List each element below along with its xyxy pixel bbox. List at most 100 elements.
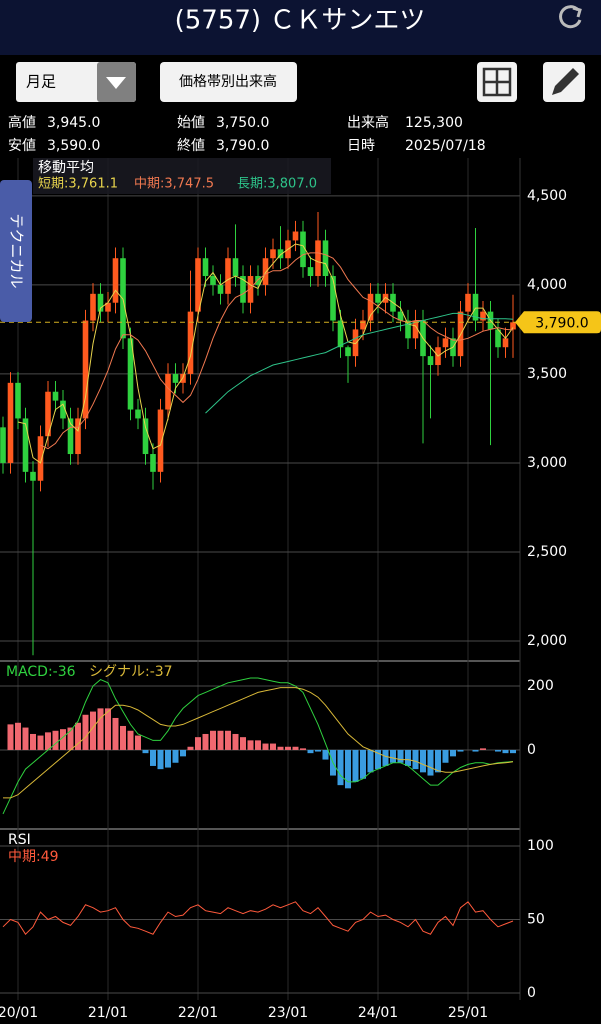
draw-button[interactable] [543, 62, 585, 102]
macd-histogram-bar [165, 749, 171, 768]
macd-histogram-bar [7, 724, 14, 750]
grid-icon-lines [484, 69, 510, 95]
technical-tab[interactable]: テクニカル [0, 180, 32, 322]
macd-histogram-bar [67, 727, 74, 750]
candle-body [0, 427, 6, 463]
macd-histogram-bar [510, 749, 516, 754]
macd-histogram-bar [352, 749, 359, 782]
legend-entry: 中期:3,747.5 [134, 177, 214, 192]
macd-histogram-bar [135, 735, 141, 750]
macd-histogram-bar [427, 749, 434, 776]
quote-value: 3,590.0 [47, 138, 100, 154]
macd-histogram-bar [180, 749, 186, 757]
x-tick-label: 24/01 [358, 1005, 398, 1021]
macd-histogram-bar [52, 730, 59, 750]
macd-histogram-bar [420, 749, 426, 773]
tab-box [0, 180, 32, 322]
candle-body [465, 293, 471, 312]
macd-histogram-bar [15, 722, 21, 750]
macd-histogram-bar [247, 740, 254, 750]
macd-histogram-bar [375, 749, 381, 770]
y-tick-label: 200 [527, 678, 554, 694]
candle-body [375, 293, 381, 303]
panel-title: RSI [8, 832, 31, 848]
moving-average-line [40, 252, 514, 450]
candle-body [210, 276, 216, 285]
macd-histogram-bar [360, 749, 366, 779]
candle-body [37, 436, 44, 481]
macd-histogram-bar [337, 749, 344, 786]
macd-histogram-bar [442, 749, 449, 763]
macd-histogram-bar [187, 746, 194, 750]
candle-body [60, 400, 66, 419]
candle-body [52, 391, 59, 401]
macd-histogram-bar [367, 749, 374, 773]
macd-histogram-bar [217, 730, 224, 750]
refresh-arrow [572, 6, 582, 18]
candle-body [180, 373, 186, 383]
x-tick-label: 23/01 [268, 1005, 308, 1021]
candle-body [187, 311, 194, 374]
candle-body [90, 293, 96, 321]
macd-histogram-bar [142, 749, 149, 754]
legend-box [33, 158, 331, 194]
candle-body [247, 276, 254, 303]
quote-label: 高値 [8, 114, 36, 131]
layout-button[interactable] [477, 62, 517, 102]
candle-body [240, 276, 246, 303]
macd-histogram-bar [472, 749, 479, 752]
candle-body [232, 258, 239, 277]
candle-body [442, 338, 449, 348]
candle-body [127, 338, 134, 410]
y-tick-label: 3,500 [527, 366, 567, 382]
moving-average-line [205, 312, 514, 414]
macd-histogram-bar [262, 743, 269, 750]
candle-body [75, 418, 81, 455]
macd-histogram-bar [172, 749, 179, 763]
macd-histogram-bar [90, 711, 96, 750]
y-tick-label: 4,500 [527, 188, 567, 204]
refresh-button[interactable] [559, 5, 582, 29]
macd-line [3, 687, 514, 799]
macd-histogram-bar [127, 730, 134, 750]
moving-average-line [17, 243, 514, 464]
macd-histogram-bar [390, 749, 396, 763]
candle-body [135, 409, 141, 419]
candle-body [225, 258, 231, 294]
macd-histogram-bar [210, 730, 216, 750]
candle-body [255, 276, 261, 285]
macd-histogram-bar [255, 740, 261, 750]
dropdown-label: 月足 [26, 73, 56, 91]
macd-histogram-bar [450, 749, 456, 757]
candle-body [510, 322, 516, 330]
legend-title: 移動平均 [38, 160, 94, 176]
candle-body [270, 249, 276, 259]
y-tick-label: 100 [527, 838, 554, 854]
macd-histogram-bar [457, 749, 464, 752]
macd-histogram-bar [315, 749, 321, 752]
candle-body [502, 338, 509, 348]
candle-body [262, 258, 269, 285]
x-tick-label: 22/01 [178, 1005, 218, 1021]
candle-body [472, 293, 479, 321]
macd-histogram-bar [22, 727, 29, 750]
y-tick-label: 4,000 [527, 277, 567, 293]
last-price-tag [515, 311, 601, 334]
button-box [160, 62, 297, 102]
button-label: 価格帯別出来高 [179, 73, 277, 90]
candle-body [165, 373, 171, 410]
candle-body [300, 231, 306, 268]
candle-body [315, 240, 321, 277]
quote-label: 日時 [347, 138, 375, 154]
candle-body [292, 231, 299, 241]
macd-histogram-bar [397, 749, 404, 763]
period-dropdown[interactable]: 月足 [16, 62, 136, 102]
y-tick-label: 0 [527, 742, 536, 758]
volume-profile-button[interactable]: 価格帯別出来高 [160, 62, 297, 102]
candle-body [150, 454, 156, 472]
candle-body [7, 382, 14, 463]
macd-histogram-bar [300, 748, 306, 750]
macd-histogram-bar [277, 746, 284, 750]
quote-label: 出来高 [347, 114, 389, 131]
